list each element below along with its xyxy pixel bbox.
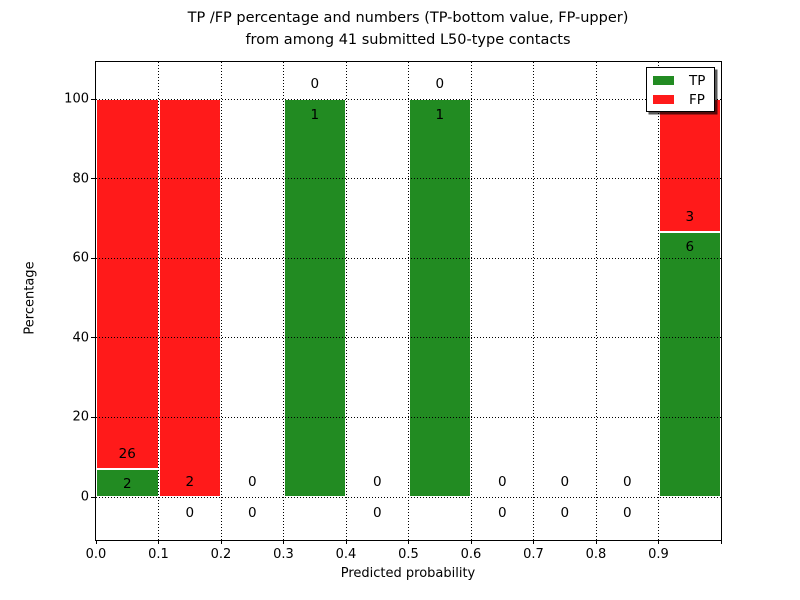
x-tick-mark [408,540,409,544]
fp-swatch-icon [653,95,674,104]
gridline-vertical [470,62,472,540]
tp-bar-segment [408,99,471,497]
legend: TP FP [646,67,715,112]
y-tick-mark [91,416,96,418]
x-tick-label: 0.6 [460,547,482,562]
x-tick-mark [595,540,597,544]
x-tick-mark [345,540,347,544]
x-tick-mark [470,540,472,544]
x-tick-label: 0.5 [398,547,419,562]
fp-count-label: 0 [247,474,257,490]
y-tick-mark [91,337,96,339]
x-tick-mark [158,540,159,544]
x-tick-label: 0.8 [585,547,607,562]
tp-count-label: 0 [560,504,570,521]
tp-count-label: 0 [372,504,382,521]
tp-count-label: 0 [247,504,257,521]
x-tick-label: 0.0 [85,547,107,562]
fp-count-label: 0 [497,474,507,490]
y-tick-mark [91,496,96,498]
tp-swatch-icon [653,76,674,85]
fp-count-label: 0 [435,76,445,93]
tp-bar-segment [96,468,159,497]
x-tick-label: 0.2 [210,547,232,562]
plot-area: TP FP 26 2 2 0 0 0 0 1 0 0 0 1 0 0 0 0 0 0 3 6 [95,61,722,541]
gridline-vertical [220,62,222,540]
y-tick-label: 100 [64,91,89,107]
y-tick-label: 20 [72,409,89,425]
legend-label-fp: FP [689,91,705,108]
fp-bar-segment [658,99,721,232]
x-tick-label: 0.1 [148,547,169,562]
tp-count-label: 2 [122,476,132,493]
x-axis-label: Predicted probability [340,566,476,581]
x-tick-mark [533,540,534,544]
legend-item-fp: FP [647,90,714,109]
gridline-vertical [283,62,284,540]
tp-count-label: 0 [622,504,632,521]
tp-bar-segment [283,99,346,497]
chart-title-line1: TP /FP percentage and numbers (TP-bottom… [187,10,629,26]
x-tick-label: 0.4 [335,547,357,562]
gridline-vertical [158,62,159,540]
x-tick-mark [658,540,659,544]
fp-count-label: 0 [310,76,320,93]
y-axis-label: Percentage [22,261,38,335]
chart-title-line2: from among 41 submitted L50-type contact… [245,32,571,48]
x-tick-mark [95,540,97,544]
tp-bar-segment [658,231,721,497]
gridline-vertical [658,62,659,540]
tp-count-label: 1 [435,106,445,123]
fp-count-label: 2 [185,474,195,490]
x-tick-mark [720,540,722,544]
fp-count-label: 0 [622,474,632,490]
gridline-vertical [533,62,534,540]
tp-count-label: 1 [310,106,320,123]
gridline-vertical [595,62,597,540]
gridline-vertical [345,62,347,540]
x-tick-label: 0.7 [523,547,544,562]
tp-count-label: 0 [497,504,507,521]
y-tick-label: 40 [72,330,89,346]
fp-count-label: 0 [560,474,570,490]
gridline-vertical [408,62,409,540]
legend-item-tp: TP [647,71,714,90]
fp-bar-segment [96,99,159,469]
tp-count-label: 0 [185,504,195,521]
fp-count-label: 3 [685,208,695,225]
tp-count-label: 6 [685,239,695,256]
legend-label-tp: TP [689,72,706,89]
x-tick-label: 0.3 [273,547,294,562]
fp-count-label: 26 [118,445,136,462]
y-tick-mark [91,178,96,180]
x-tick-mark [220,540,222,544]
fp-bar-segment [158,99,221,497]
y-tick-label: 60 [72,250,89,266]
y-tick-label: 80 [72,171,89,187]
x-tick-label: 0.9 [648,547,669,562]
y-tick-mark [91,98,96,100]
fp-count-label: 0 [372,474,382,490]
y-tick-label: 0 [80,489,89,505]
y-tick-mark [91,257,96,259]
x-tick-mark [283,540,284,544]
